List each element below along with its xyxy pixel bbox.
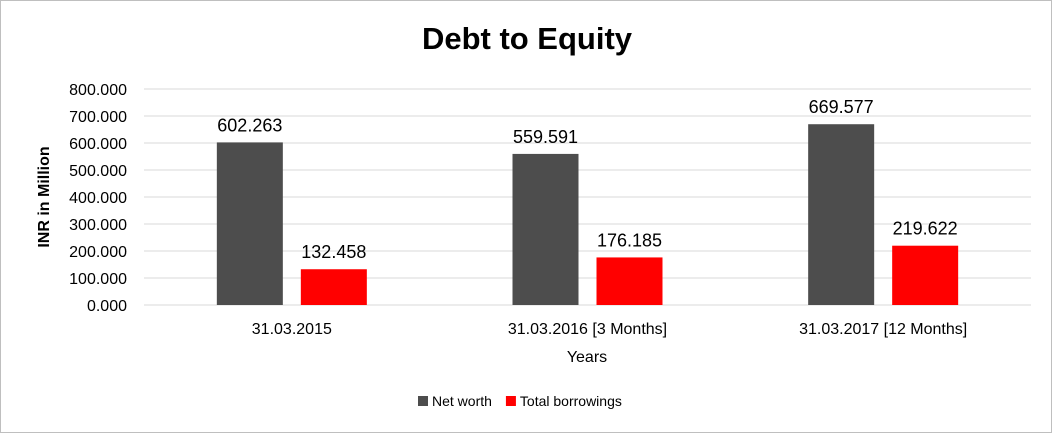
y-tick-label: 500.000 [69, 163, 127, 180]
y-tick-label: 0.000 [87, 298, 127, 315]
bars [216, 124, 959, 306]
data-label: 132.458 [301, 242, 366, 262]
bar-total-borrowings [892, 245, 959, 305]
data-label: 219.622 [893, 219, 958, 239]
legend-label: Total borrowings [520, 393, 622, 409]
y-tick-label: 300.000 [69, 217, 127, 234]
y-tick-label: 100.000 [69, 271, 127, 288]
data-label: 559.591 [513, 127, 578, 147]
legend-label: Net worth [432, 393, 492, 409]
x-axis-title: Years [567, 349, 607, 366]
x-tick-label: 31.03.2015 [252, 321, 332, 338]
bar-net-worth [216, 142, 283, 305]
bar-total-borrowings [300, 269, 367, 305]
gridlines [144, 88, 1031, 306]
x-tick-label: 31.03.2017 [12 Months] [799, 321, 967, 338]
y-tick-label: 600.000 [69, 136, 127, 153]
x-tick-label: 31.03.2016 [3 Months] [508, 321, 667, 338]
tick-labels: 0.000 100.000 200.000 300.000 400.000 500.000… [69, 82, 967, 338]
y-tick-label: 400.000 [69, 190, 127, 207]
chart-title: Debt to Equity [421, 21, 633, 56]
y-tick-label: 700.000 [69, 109, 127, 126]
data-label: 176.185 [597, 230, 662, 250]
legend-swatch [418, 396, 428, 406]
y-tick-label: 800.000 [69, 82, 127, 99]
legend: Net worth Total borrowings [418, 393, 622, 409]
data-labels: 602.263 132.458 559.591 176.185 669.577 219.6… [217, 97, 957, 262]
bar-total-borrowings [596, 257, 663, 305]
data-label: 669.577 [809, 97, 874, 117]
data-label: 602.263 [217, 115, 282, 135]
y-tick-label: 200.000 [69, 244, 127, 261]
legend-swatch [505, 396, 516, 406]
bar-net-worth [808, 124, 875, 306]
bar-net-worth [512, 153, 579, 305]
y-axis-title: INR in Million [36, 146, 53, 247]
